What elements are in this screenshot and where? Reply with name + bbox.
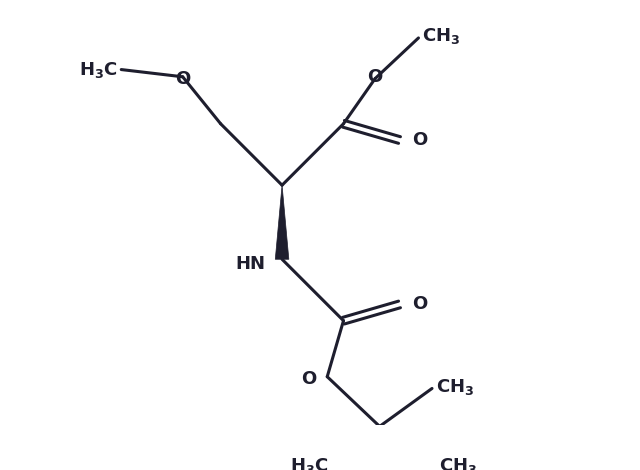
Text: $\mathbf{H_3C}$: $\mathbf{H_3C}$ xyxy=(79,60,118,79)
Text: O: O xyxy=(301,369,316,387)
Text: $\mathbf{CH_3}$: $\mathbf{CH_3}$ xyxy=(439,456,477,470)
Text: O: O xyxy=(412,296,428,313)
Text: $\mathbf{H_3C}$: $\mathbf{H_3C}$ xyxy=(291,456,329,470)
Polygon shape xyxy=(275,185,289,259)
Text: $\mathbf{CH_3}$: $\mathbf{CH_3}$ xyxy=(422,26,460,46)
Text: HN: HN xyxy=(236,255,266,273)
Text: $\mathbf{CH_3}$: $\mathbf{CH_3}$ xyxy=(436,376,474,397)
Text: O: O xyxy=(175,70,190,87)
Text: O: O xyxy=(412,131,428,149)
Text: O: O xyxy=(367,68,383,86)
